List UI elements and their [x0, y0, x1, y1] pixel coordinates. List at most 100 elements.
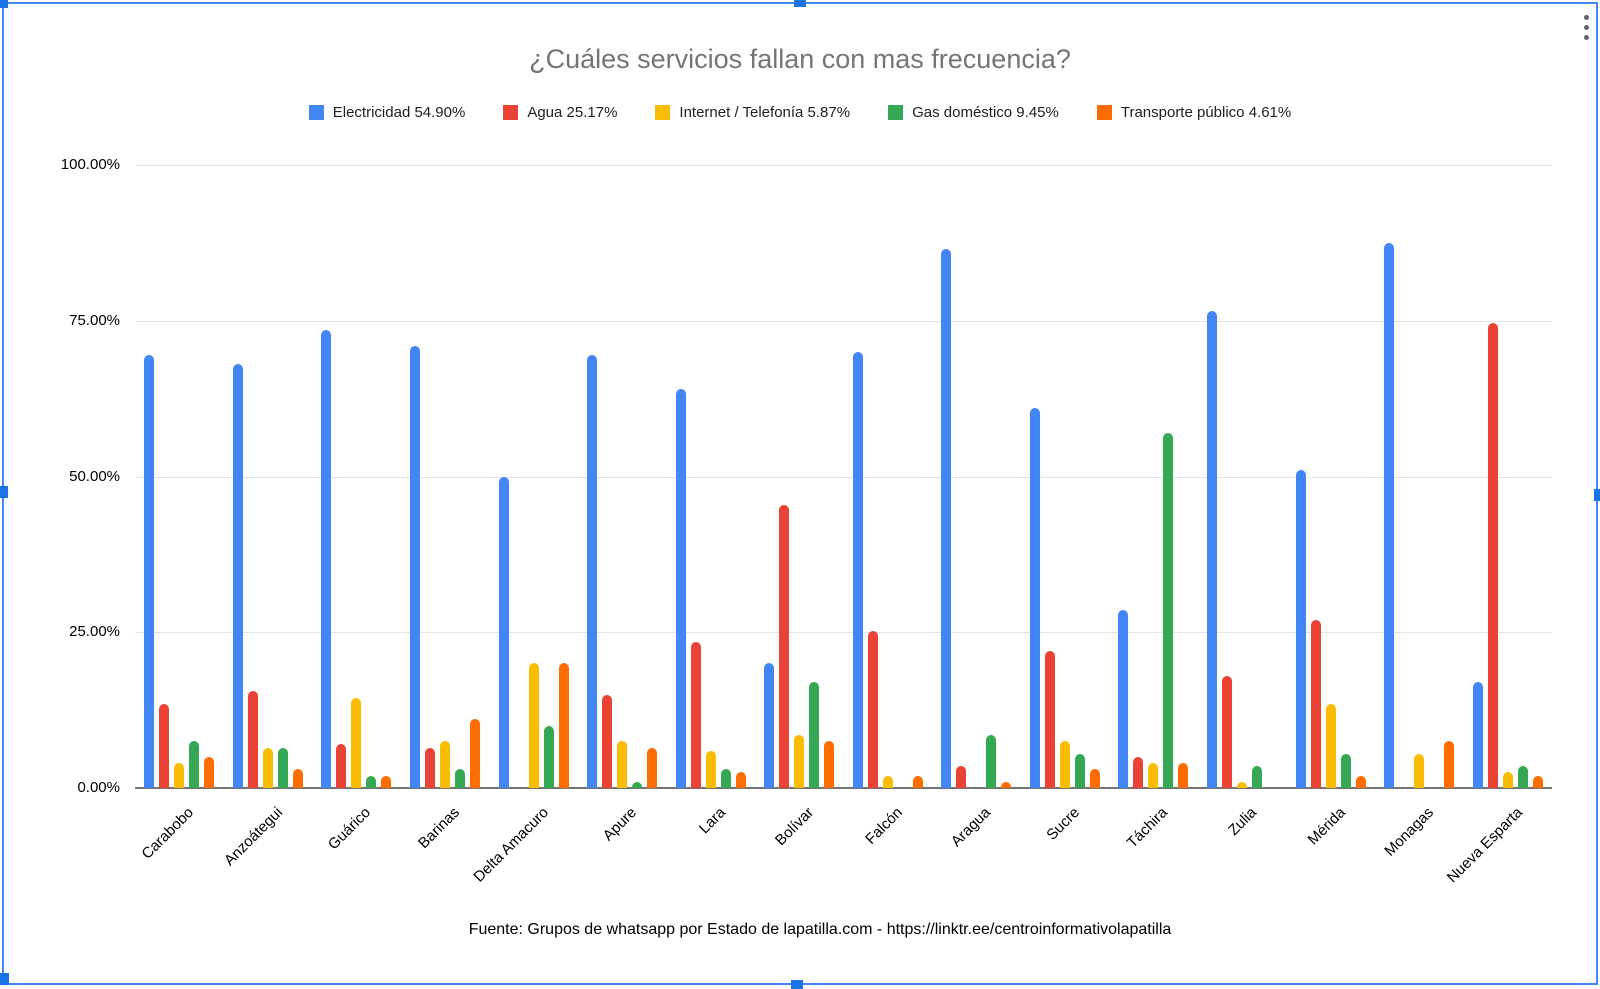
bar — [809, 682, 820, 788]
bar — [277, 747, 288, 788]
legend-item: Electricidad 54.90% — [308, 104, 466, 121]
bar — [632, 781, 643, 788]
bar — [602, 694, 613, 788]
bar — [1414, 753, 1425, 788]
bar — [764, 663, 775, 788]
gridline — [135, 165, 1552, 166]
selection-handle-bottom-left[interactable] — [0, 973, 9, 985]
bar — [1502, 772, 1513, 788]
bar — [247, 691, 258, 788]
bar — [779, 504, 790, 788]
bar — [204, 756, 215, 788]
bar — [439, 741, 450, 788]
bar — [1207, 311, 1218, 788]
chart-title: ¿Cuáles servicios fallan con mas frecuen… — [529, 44, 1071, 74]
legend-item: Agua 25.17% — [503, 104, 617, 121]
legend-label: Internet / Telefonía 5.87% — [679, 104, 851, 121]
bar — [720, 769, 731, 788]
bar — [1163, 432, 1174, 788]
bar — [424, 747, 435, 788]
y-axis-tick-label: 50.00% — [69, 467, 120, 485]
bar — [735, 772, 746, 788]
legend-swatch — [1096, 105, 1112, 120]
selection-handle-top-left[interactable] — [0, 0, 8, 8]
bar — [469, 719, 480, 788]
legend-label: Agua 25.17% — [527, 104, 618, 121]
bar — [366, 775, 377, 788]
kebab-menu-icon — [1583, 14, 1589, 40]
bar — [1074, 753, 1085, 788]
legend-item: Internet / Telefonía 5.87% — [655, 104, 850, 121]
bar — [1148, 763, 1159, 788]
y-axis-tick-label: 25.00% — [69, 623, 120, 641]
bar — [351, 697, 362, 788]
legend-label: Gas doméstico 9.45% — [912, 104, 1059, 121]
legend: Electricidad 54.90% Agua 25.17% Internet /… — [0, 104, 1600, 121]
bar — [1444, 741, 1455, 788]
bar — [1355, 775, 1366, 788]
bar — [1295, 470, 1306, 788]
legend-label: Electricidad 54.90% — [332, 104, 466, 121]
y-axis-tick-label: 0.00% — [77, 779, 120, 796]
y-axis-tick-label: 100.00% — [60, 156, 120, 173]
bar — [1252, 766, 1263, 788]
legend-swatch — [308, 105, 324, 120]
bar — [1472, 682, 1483, 788]
bar — [1059, 741, 1070, 788]
bar — [558, 663, 569, 788]
selection-handle-middle-left[interactable] — [0, 486, 8, 498]
bar — [144, 355, 155, 788]
legend-swatch — [655, 105, 671, 120]
bar — [174, 763, 185, 788]
chart-options-button[interactable] — [1572, 6, 1600, 48]
bar — [867, 631, 878, 788]
bar — [409, 345, 420, 788]
bar — [1044, 650, 1055, 788]
bar — [1384, 242, 1395, 788]
selection-handle-middle-right[interactable] — [1594, 489, 1600, 501]
bar — [321, 330, 332, 788]
y-axis-tick-label: 75.00% — [69, 311, 120, 329]
gridline — [135, 476, 1552, 478]
bar — [824, 741, 835, 788]
bar — [986, 735, 997, 788]
selection-handle-top-center[interactable] — [794, 0, 806, 7]
bar — [1340, 753, 1351, 788]
legend-item: Transporte público 4.61% — [1096, 104, 1292, 121]
bar — [675, 389, 686, 788]
bar — [852, 351, 863, 788]
bar — [1310, 619, 1321, 788]
bar — [1237, 781, 1248, 788]
bar — [1532, 775, 1543, 788]
gridline — [135, 632, 1552, 634]
bar — [381, 775, 392, 788]
legend-label: Transporte público 4.61% — [1120, 104, 1292, 121]
legend-item: Gas doméstico 9.45% — [888, 104, 1059, 121]
bar — [956, 766, 967, 788]
bar — [292, 769, 303, 788]
legend-swatch — [503, 105, 519, 120]
legend-swatch — [888, 105, 904, 120]
bar — [262, 747, 273, 788]
bar — [647, 747, 658, 788]
bar — [1487, 322, 1498, 788]
bar — [794, 735, 805, 788]
bar — [705, 750, 716, 788]
bar — [1089, 769, 1100, 788]
bar — [189, 741, 200, 788]
bar — [587, 355, 598, 788]
bar — [882, 775, 893, 788]
bar — [617, 741, 628, 788]
selection-handle-bottom-center[interactable] — [791, 980, 803, 989]
bar — [1118, 610, 1129, 788]
source-note: Fuente: Grupos de whatsapp por Estado de… — [468, 921, 1172, 938]
bar — [941, 249, 952, 788]
bar — [232, 364, 243, 788]
bar — [1222, 675, 1233, 788]
bar — [159, 703, 170, 788]
bar — [498, 476, 509, 788]
bar — [454, 769, 465, 788]
bar — [1001, 781, 1012, 788]
